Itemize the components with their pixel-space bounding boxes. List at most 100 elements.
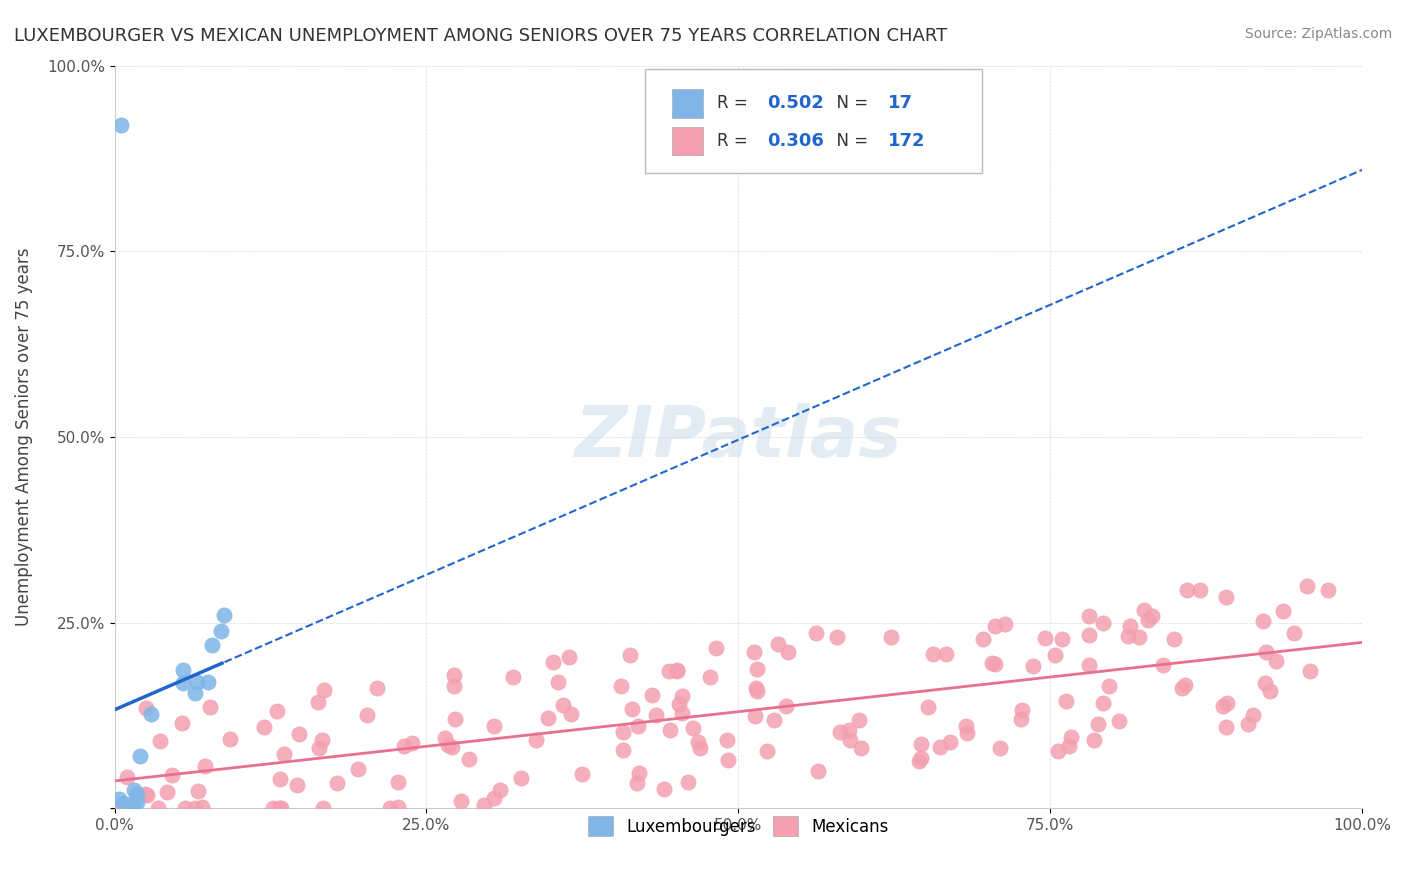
Point	[671, 706, 693, 721]
Point	[269, 772, 291, 786]
FancyBboxPatch shape	[645, 70, 981, 173]
Point	[190, 800, 212, 814]
Point	[699, 670, 721, 684]
Point	[547, 674, 569, 689]
Text: 172: 172	[889, 132, 925, 150]
Point	[1098, 679, 1121, 693]
Point	[983, 619, 1005, 633]
Point	[118, 801, 141, 815]
Text: 17: 17	[889, 95, 912, 112]
Point	[1091, 616, 1114, 631]
Point	[880, 630, 903, 644]
Legend: Luxembourgers, Mexicans: Luxembourgers, Mexicans	[579, 807, 897, 845]
Point	[775, 699, 797, 714]
Point	[666, 664, 689, 678]
FancyBboxPatch shape	[672, 127, 703, 154]
Point	[172, 663, 194, 677]
Point	[149, 734, 172, 748]
Point	[457, 752, 479, 766]
Point	[200, 700, 222, 714]
Point	[1052, 632, 1074, 647]
Point	[139, 706, 162, 721]
Point	[827, 630, 849, 644]
Point	[658, 723, 681, 738]
Point	[1241, 708, 1264, 723]
Point	[571, 767, 593, 781]
Point	[312, 682, 335, 697]
Point	[433, 731, 456, 746]
Point	[443, 667, 465, 681]
Point	[273, 747, 295, 762]
Point	[828, 725, 851, 739]
Point	[704, 640, 727, 655]
Point	[1116, 629, 1139, 643]
Point	[253, 720, 276, 734]
Point	[472, 797, 495, 812]
Text: 0.502: 0.502	[768, 95, 824, 112]
Point	[1060, 730, 1083, 744]
Point	[443, 679, 465, 693]
Point	[763, 713, 786, 727]
Point	[560, 707, 582, 722]
Point	[170, 715, 193, 730]
Point	[186, 675, 208, 690]
Point	[194, 759, 217, 773]
Point	[1251, 614, 1274, 628]
Point	[910, 751, 932, 765]
Point	[558, 650, 581, 665]
Point	[644, 707, 666, 722]
Point	[184, 686, 207, 700]
Y-axis label: Unemployment Among Seniors over 75 years: Unemployment Among Seniors over 75 years	[15, 248, 32, 626]
Point	[266, 705, 288, 719]
Point	[1295, 579, 1317, 593]
Point	[849, 741, 872, 756]
Point	[682, 722, 704, 736]
Point	[665, 663, 688, 677]
Point	[848, 713, 870, 727]
Point	[1108, 714, 1130, 728]
Point	[766, 637, 789, 651]
Point	[908, 754, 931, 768]
Point	[658, 664, 681, 678]
Point	[807, 764, 830, 778]
Point	[671, 689, 693, 703]
Point	[1175, 582, 1198, 597]
Point	[1033, 631, 1056, 645]
Point	[112, 796, 135, 810]
Point	[482, 790, 505, 805]
Point	[956, 725, 979, 739]
Point	[127, 795, 149, 809]
Point	[108, 801, 131, 815]
Point	[621, 702, 644, 716]
FancyBboxPatch shape	[672, 89, 703, 118]
Point	[110, 118, 132, 132]
Point	[172, 676, 194, 690]
Point	[686, 735, 709, 749]
Text: LUXEMBOURGER VS MEXICAN UNEMPLOYMENT AMONG SENIORS OVER 75 YEARS CORRELATION CHA: LUXEMBOURGER VS MEXICAN UNEMPLOYMENT AMO…	[14, 27, 948, 45]
Point	[156, 785, 179, 799]
Point	[838, 723, 860, 737]
Point	[910, 738, 932, 752]
Point	[1284, 626, 1306, 640]
Point	[668, 697, 690, 711]
Point	[1011, 703, 1033, 717]
Point	[935, 648, 957, 662]
Point	[356, 708, 378, 723]
Point	[502, 670, 524, 684]
Point	[988, 740, 1011, 755]
Point	[1163, 632, 1185, 647]
Point	[387, 800, 409, 814]
Point	[1216, 696, 1239, 710]
Point	[187, 784, 209, 798]
Point	[489, 782, 512, 797]
Point	[1188, 583, 1211, 598]
Text: Source: ZipAtlas.com: Source: ZipAtlas.com	[1244, 27, 1392, 41]
Point	[981, 657, 1004, 671]
Point	[510, 771, 533, 785]
Point	[619, 648, 641, 662]
Point	[1043, 648, 1066, 662]
Point	[747, 662, 769, 676]
Point	[983, 657, 1005, 672]
Point	[1128, 631, 1150, 645]
Point	[387, 774, 409, 789]
